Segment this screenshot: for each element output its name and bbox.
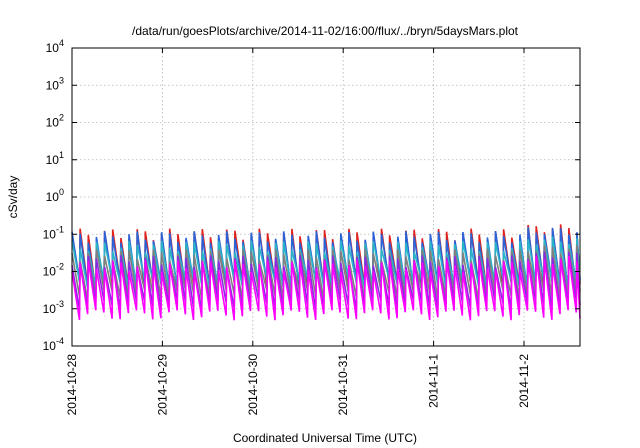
x-tick-label: 2014-11-2 — [517, 354, 531, 408]
y-tick-label: 101 — [46, 150, 64, 167]
y-tick-label: 104 — [46, 38, 64, 55]
y-tick-label: 103 — [46, 75, 64, 92]
x-tick-label: 2014-10-28 — [65, 354, 79, 416]
y-tick-exponent: -4 — [56, 336, 64, 346]
x-tick-label: 2014-11-1 — [427, 354, 441, 408]
y-tick-exponent: 2 — [59, 113, 64, 123]
y-tick-base: 10 — [46, 41, 60, 55]
y-tick-base: 10 — [43, 302, 57, 316]
y-tick-label: 10-4 — [43, 336, 64, 353]
chart-title: /data/run/goesPlots/archive/2014-11-02/1… — [132, 24, 519, 38]
y-tick-exponent: -1 — [56, 224, 64, 234]
y-tick-base: 10 — [46, 78, 60, 92]
y-tick-base: 10 — [46, 153, 60, 167]
y-tick-base: 10 — [46, 190, 60, 204]
y-tick-exponent: 1 — [59, 150, 64, 160]
y-tick-label: 10-3 — [43, 299, 64, 316]
y-tick-exponent: 3 — [59, 75, 64, 85]
y-tick-base: 10 — [46, 116, 60, 130]
x-tick-label: 2014-10-30 — [246, 354, 260, 416]
x-tick-label: 2014-10-31 — [336, 354, 350, 416]
y-tick-label: 10-2 — [43, 262, 64, 279]
y-tick-base: 10 — [43, 339, 57, 353]
y-tick-label: 10-1 — [43, 224, 64, 241]
y-tick-label: 100 — [46, 187, 64, 204]
x-axis-label: Coordinated Universal Time (UTC) — [233, 431, 417, 445]
y-tick-exponent: 4 — [59, 38, 64, 48]
y-tick-exponent: 0 — [59, 187, 64, 197]
y-tick-label: 102 — [46, 113, 64, 130]
y-tick-exponent: -2 — [56, 262, 64, 272]
series-group — [71, 224, 581, 321]
y-tick-base: 10 — [43, 265, 57, 279]
y-tick-base: 10 — [43, 227, 57, 241]
y-tick-exponent: -3 — [56, 299, 64, 309]
series-line — [71, 236, 581, 289]
x-axis: 2014-10-28 2014-10-29 2014-10-30 2014-10-31… — [65, 48, 531, 415]
series-line — [71, 255, 581, 321]
y-axis-label: cSv/day — [6, 176, 20, 219]
x-tick-label: 2014-10-29 — [155, 354, 169, 416]
